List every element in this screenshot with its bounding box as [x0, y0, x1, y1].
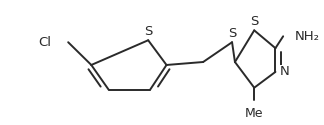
Text: Me: Me — [245, 108, 263, 120]
Text: S: S — [250, 15, 259, 28]
Text: NH₂: NH₂ — [295, 30, 320, 43]
Text: S: S — [228, 27, 236, 40]
Text: N: N — [279, 65, 289, 78]
Text: S: S — [144, 25, 152, 38]
Text: Cl: Cl — [38, 36, 51, 49]
